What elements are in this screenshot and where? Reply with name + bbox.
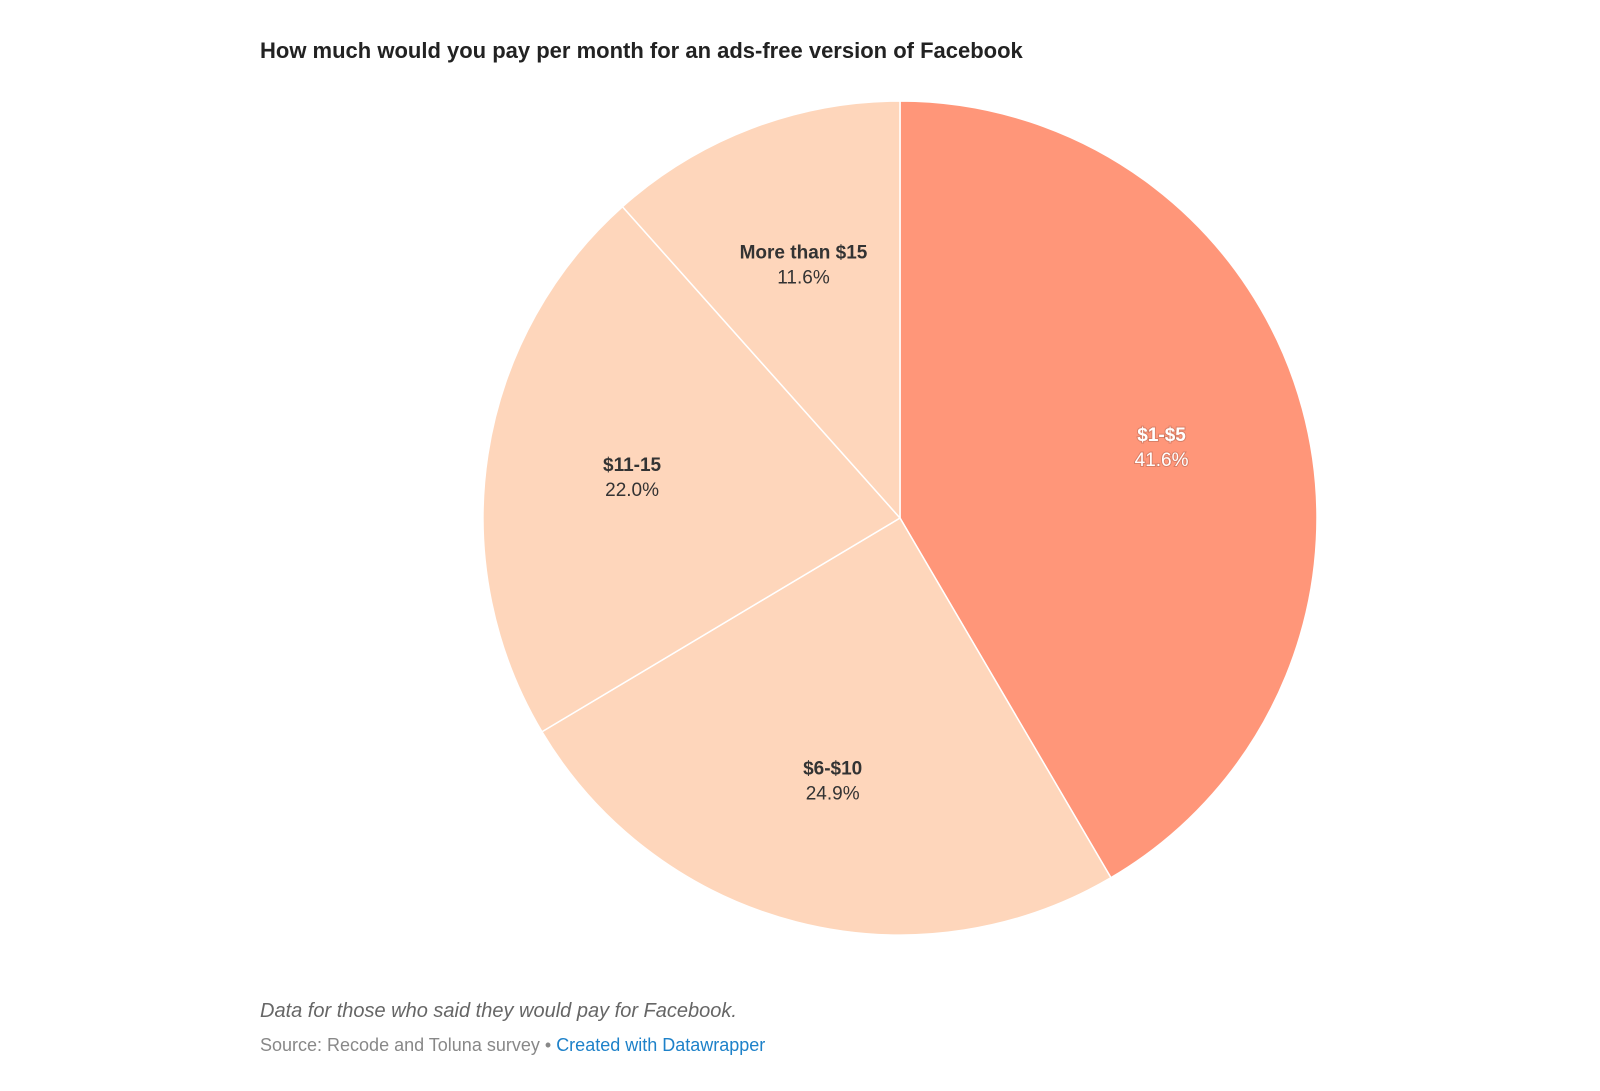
- slice-value-label: 22.0%: [605, 480, 659, 501]
- slice-value-label: 24.9%: [806, 784, 860, 805]
- source-text: Source: Recode and Toluna survey: [260, 1035, 540, 1055]
- pie-slice: [899, 100, 1318, 879]
- separator: •: [544, 1035, 552, 1055]
- slice-label: More than $15: [740, 243, 868, 264]
- datawrapper-link[interactable]: Created with Datawrapper: [556, 1035, 766, 1055]
- slice-label: $11-15: [603, 455, 662, 476]
- slice-label: $1-$5: [1137, 425, 1186, 446]
- slice-value-label: 41.6%: [1135, 450, 1189, 471]
- chart-source: Source: Recode and Toluna survey • Creat…: [260, 1035, 765, 1056]
- slice-value-label: 11.6%: [777, 268, 830, 289]
- pie-slice: [540, 516, 1112, 936]
- chart-notes: Data for those who said they would pay f…: [260, 1000, 737, 1022]
- slice-label: $6-$10: [803, 759, 862, 780]
- chart-title: How much would you pay per month for an …: [260, 38, 1023, 63]
- pie-slice: [621, 100, 901, 520]
- pie-slice: [482, 205, 902, 733]
